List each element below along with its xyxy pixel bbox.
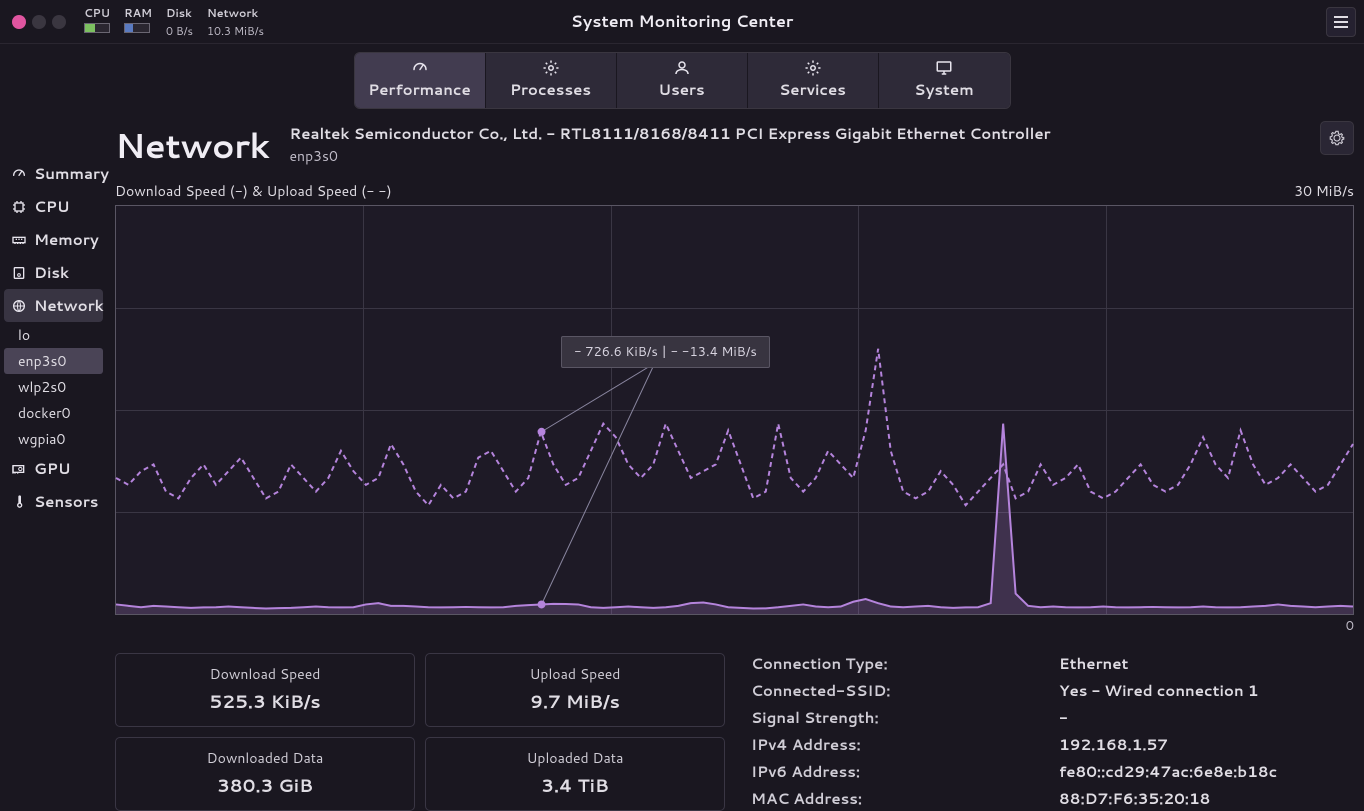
tab-processes[interactable]: Processes (486, 53, 617, 108)
download-speed-box: Download Speed 525.3 KiB/s (115, 653, 415, 727)
info-key: MAC Address: (751, 788, 1051, 809)
chart-caption: Download Speed (-) & Upload Speed (- -) (115, 181, 392, 201)
chart-tooltip: - 726.6 KiB/s | - -13.4 MiB/s (561, 336, 770, 368)
sidebar-sub-wlp2s0[interactable]: wlp2s0 (4, 374, 103, 400)
close-icon[interactable] (12, 15, 26, 29)
info-key: Connected-SSID: (751, 680, 1051, 701)
chart-ymax-label: 30 MiB/s (1294, 181, 1354, 201)
tab-services[interactable]: Services (748, 53, 879, 108)
uploaded-data-box: Uploaded Data 3.4 TiB (425, 737, 725, 811)
app-title: System Monitoring Center (571, 10, 794, 33)
sidebar-sub-enp3s0[interactable]: enp3s0 (4, 348, 103, 374)
info-key: Connection Type: (751, 653, 1051, 674)
gear-icon (1328, 129, 1346, 147)
info-value: - (1059, 707, 1354, 728)
network-chart[interactable]: - 726.6 KiB/s | - -13.4 MiB/s (115, 205, 1354, 615)
cpu-bar (84, 23, 110, 33)
ram-stat-label: RAM (124, 5, 152, 21)
chart-ymin-label: 0 (115, 617, 1354, 635)
info-key: Signal Strength: (751, 707, 1051, 728)
sidebar-item-gpu[interactable]: GPU (4, 452, 103, 485)
sidebar: SummaryCPUMemoryDiskNetworkloenp3s0wlp2s… (0, 109, 107, 792)
page-header: Network Realtek Semiconductor Co., Ltd. … (115, 121, 1354, 169)
info-value: 88:D7:F6:35:20:18 (1059, 788, 1354, 809)
network-stat-label: Network (207, 5, 264, 21)
sidebar-sub-lo[interactable]: lo (4, 322, 103, 348)
connection-info: Connection Type: Ethernet Connected-SSID: Y… (737, 653, 1354, 811)
info-key: IPv4 Address: (751, 734, 1051, 755)
tab-users[interactable]: Users (617, 53, 748, 108)
downloaded-data-box: Downloaded Data 380.3 GiB (115, 737, 415, 811)
main-tabs: PerformanceProcessesUsersServicesSystem (0, 44, 1364, 109)
info-value: fe80::cd29:47ac:6e8e:b18c (1059, 761, 1354, 782)
network-stat-value: 10.3 MiB/s (207, 23, 264, 39)
sidebar-item-cpu[interactable]: CPU (4, 190, 103, 223)
info-value: Ethernet (1059, 653, 1354, 674)
info-value: 192.168.1.57 (1059, 734, 1354, 755)
device-name: Realtek Semiconductor Co., Ltd. - RTL811… (290, 123, 1051, 144)
page-title: Network (115, 121, 270, 169)
sidebar-item-network[interactable]: Network (4, 289, 103, 322)
sidebar-item-memory[interactable]: Memory (4, 223, 103, 256)
titlebar: CPU RAM Disk 0 B/s Network 10.3 MiB/s Sy… (0, 0, 1364, 44)
disk-stat-label: Disk (166, 5, 193, 21)
ram-bar (124, 23, 150, 33)
minimize-icon[interactable] (32, 15, 46, 29)
upload-speed-box: Upload Speed 9.7 MiB/s (425, 653, 725, 727)
tab-system[interactable]: System (879, 53, 1010, 108)
window-controls (8, 15, 66, 29)
info-key: IPv6 Address: (751, 761, 1051, 782)
settings-button[interactable] (1320, 121, 1354, 155)
titlebar-stats: CPU RAM Disk 0 B/s Network 10.3 MiB/s (84, 5, 264, 39)
info-value: Yes - Wired connection 1 (1059, 680, 1354, 701)
maximize-icon[interactable] (52, 15, 66, 29)
sidebar-item-summary[interactable]: Summary (4, 157, 103, 190)
sidebar-sub-wgpia0[interactable]: wgpia0 (4, 426, 103, 452)
device-interface: enp3s0 (290, 146, 1051, 166)
sidebar-sub-docker0[interactable]: docker0 (4, 400, 103, 426)
content: Network Realtek Semiconductor Co., Ltd. … (107, 109, 1364, 792)
hamburger-icon (1333, 15, 1349, 29)
sidebar-item-sensors[interactable]: Sensors (4, 485, 103, 518)
hamburger-button[interactable] (1326, 7, 1356, 37)
cpu-stat-label: CPU (84, 5, 110, 21)
sidebar-item-disk[interactable]: Disk (4, 256, 103, 289)
tab-performance[interactable]: Performance (355, 53, 486, 108)
disk-stat-value: 0 B/s (166, 23, 193, 39)
